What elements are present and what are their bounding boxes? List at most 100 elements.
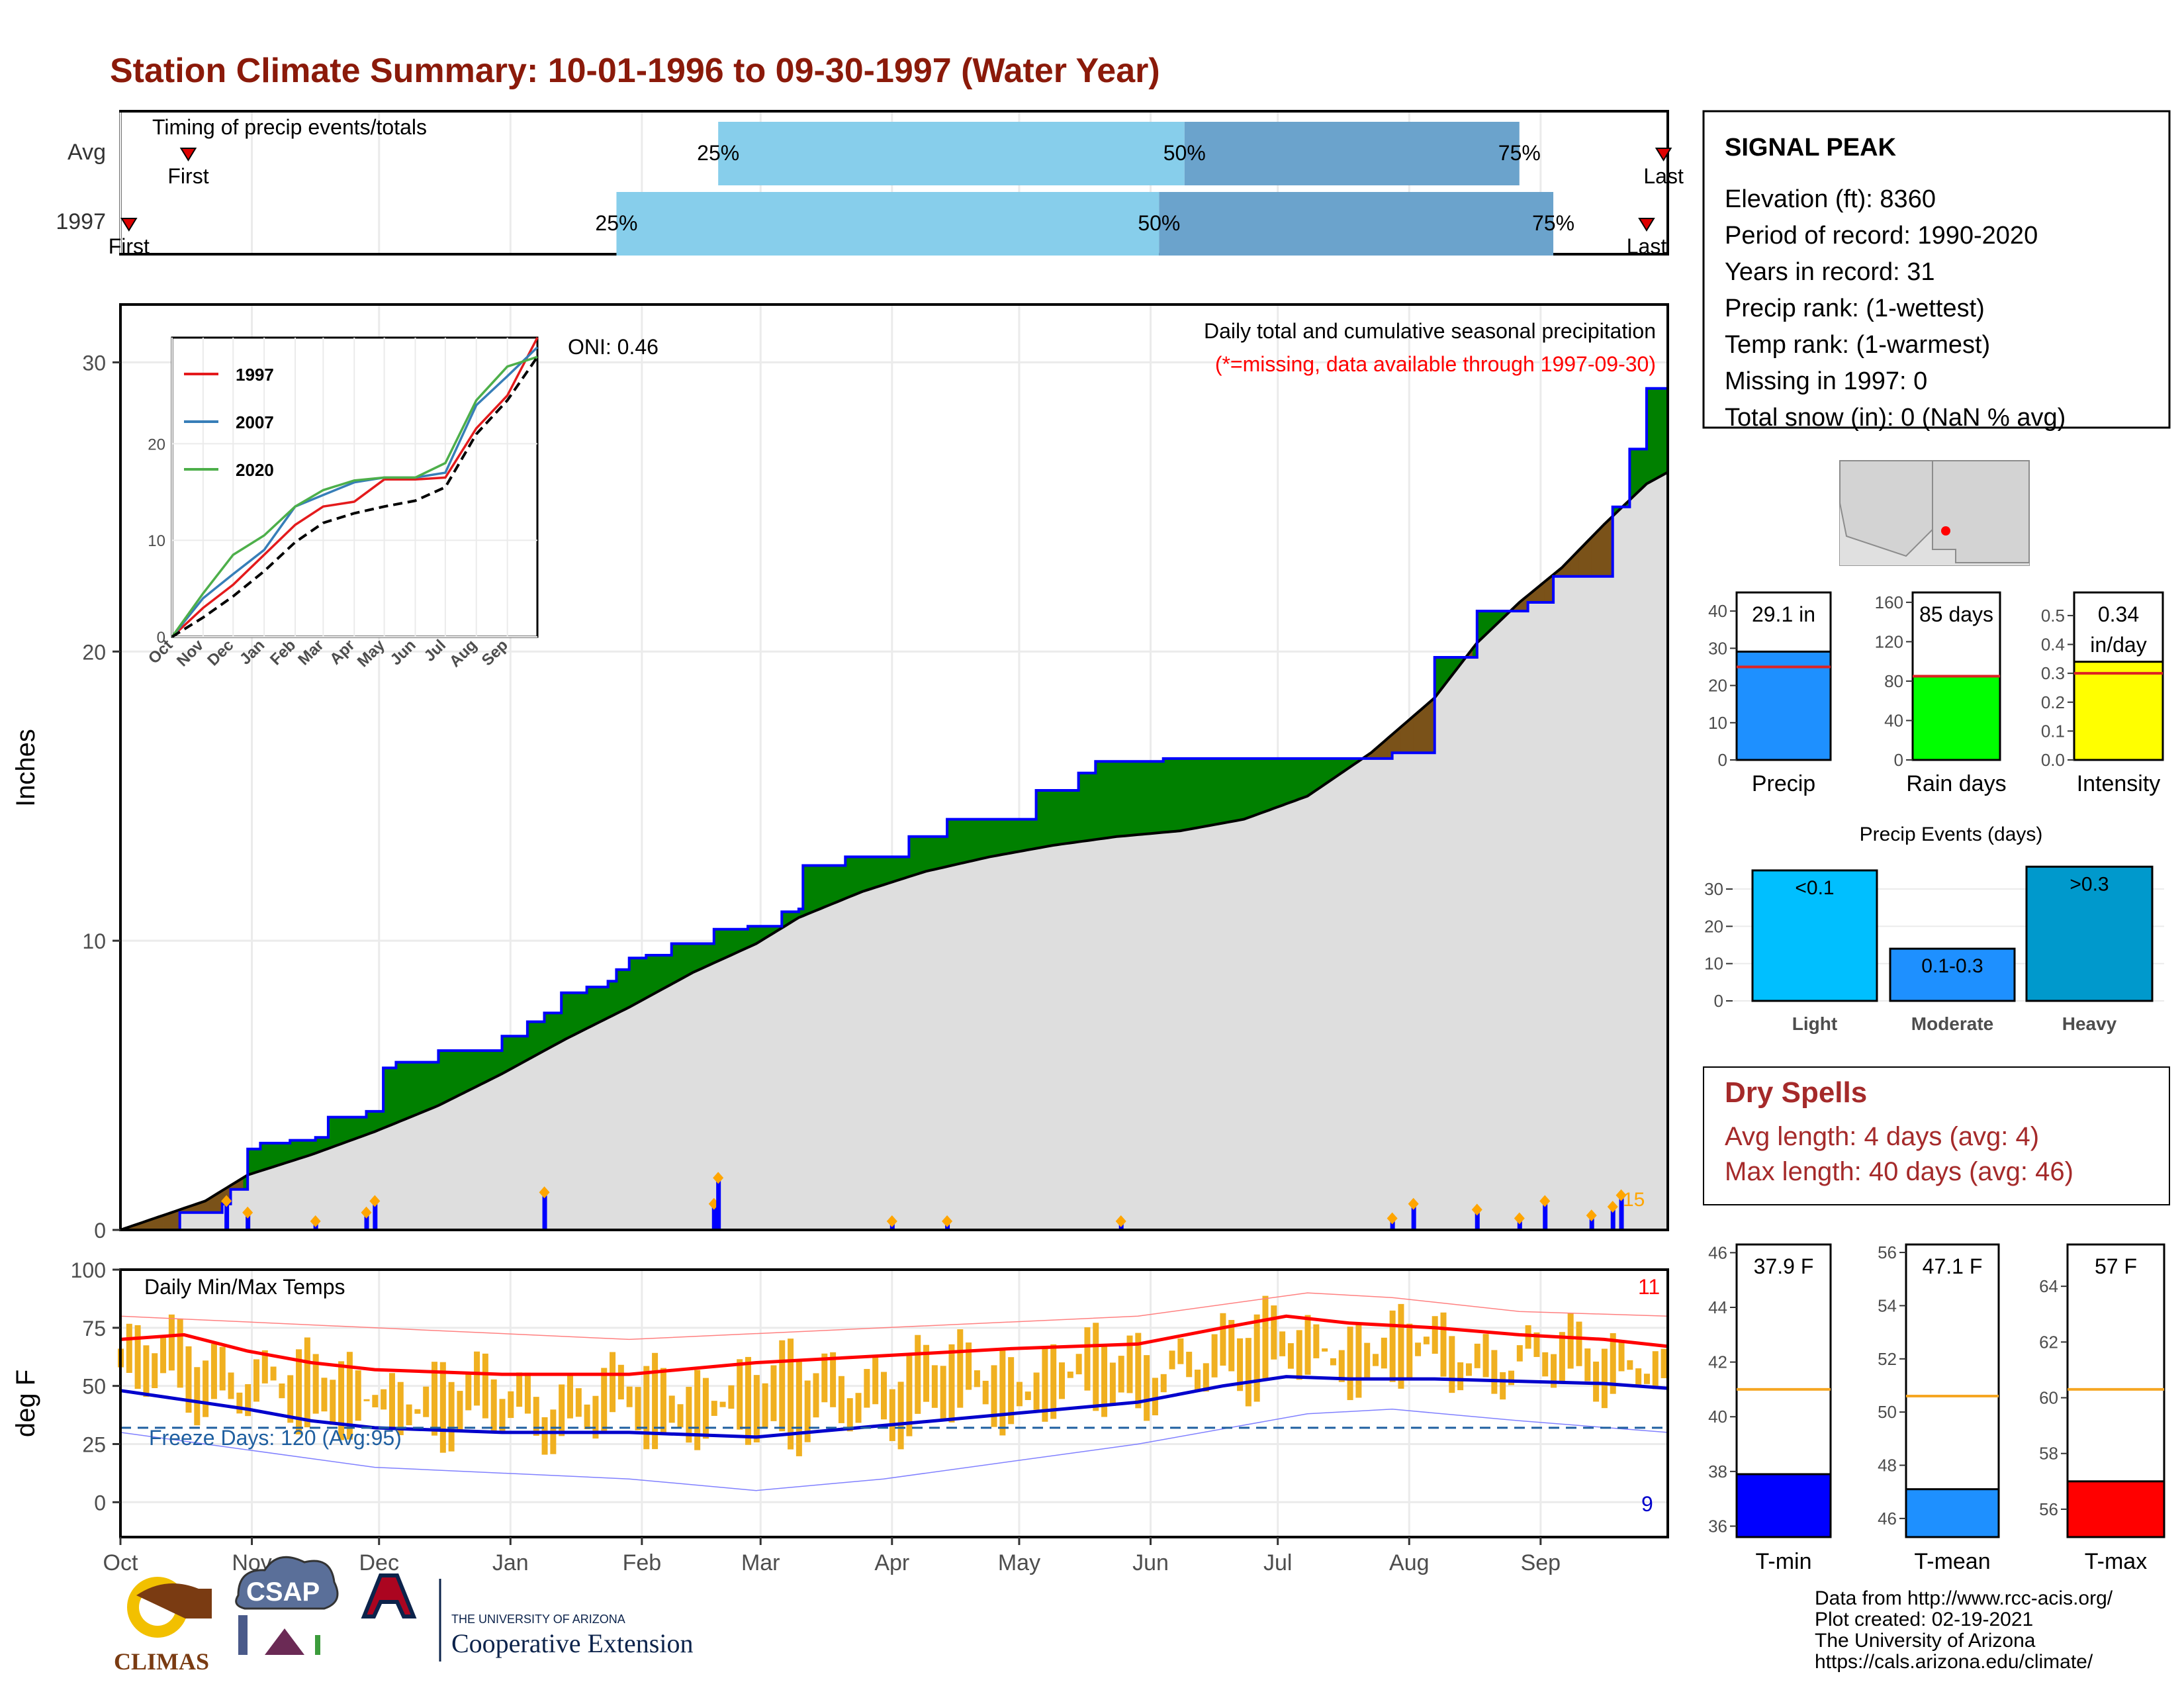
daily-temp-bar: [1024, 1391, 1031, 1400]
month-label: Oct: [103, 1550, 138, 1575]
y-tick-label: 80: [1884, 671, 1903, 691]
daily-temp-bar: [1262, 1295, 1269, 1380]
difference-area: [917, 836, 922, 874]
difference-area: [1290, 758, 1295, 803]
difference-area: [637, 958, 643, 1004]
daily-precip-marker: [1514, 1212, 1525, 1225]
daily-temp-bar: [1610, 1333, 1616, 1394]
y-tick-label: 0.1: [2041, 721, 2065, 741]
timing-bar-q25-q50: [616, 192, 1160, 256]
month-label: May: [998, 1550, 1040, 1575]
dry-spells-box: Dry Spells Avg length: 4 days (avg: 4) M…: [1703, 1066, 2170, 1205]
difference-area: [1044, 790, 1050, 847]
daily-temp-bar: [1059, 1362, 1066, 1399]
difference-area: [874, 857, 880, 888]
timing-marker-last: [1638, 218, 1655, 232]
stat-category-label: Intensity: [2077, 771, 2161, 796]
daily-temp-bar: [1135, 1333, 1142, 1409]
daily-temp-bar: [1652, 1351, 1659, 1389]
daily-temp-bar: [296, 1349, 302, 1434]
month-label: Mar: [741, 1550, 780, 1575]
station-info-box: SIGNAL PEAK Elevation (ft): 8360 Period …: [1702, 110, 2171, 432]
difference-area: [1112, 761, 1117, 838]
difference-area: [837, 865, 842, 903]
difference-area: [705, 943, 710, 967]
difference-area: [1248, 758, 1253, 818]
temp-lines: [120, 1292, 1668, 1491]
daily-temp-bar: [152, 1353, 158, 1389]
month-label: Aug: [1389, 1550, 1430, 1575]
daily-temp-bar: [1330, 1358, 1336, 1366]
y-tick-label: 0.5: [2041, 606, 2065, 626]
daily-temp-bar: [1245, 1338, 1251, 1407]
difference-area: [722, 929, 727, 960]
daily-temp-bar: [516, 1372, 523, 1407]
y-tick-label: 120: [1875, 632, 1903, 651]
difference-area: [1230, 758, 1236, 822]
difference-area: [1087, 773, 1092, 841]
difference-area: [824, 865, 829, 908]
difference-area: [1311, 758, 1316, 794]
y-tick-label: 38: [1708, 1462, 1727, 1481]
timing-label-first: First: [109, 234, 150, 258]
difference-area: [1099, 761, 1105, 839]
difference-area: [1244, 758, 1249, 820]
difference-area: [1269, 758, 1274, 811]
difference-area: [675, 943, 680, 982]
daily-temp-bar: [559, 1384, 565, 1436]
timing-label-first: First: [167, 164, 208, 188]
difference-area: [340, 1117, 345, 1145]
difference-area: [595, 986, 600, 1025]
y-tick-label: 0.0: [2041, 750, 2065, 770]
daily-precip-bar: [1411, 1203, 1416, 1230]
daily-temp-bar: [906, 1353, 913, 1436]
stat-value-label: 57 F: [2095, 1254, 2137, 1278]
y-tick-label: 10: [1704, 954, 1723, 974]
daily-temp-bar: [915, 1335, 921, 1414]
difference-area: [531, 1021, 536, 1058]
difference-area: [688, 943, 693, 976]
y-tick-label: 0.4: [2041, 635, 2065, 655]
difference-area: [1061, 790, 1066, 845]
station-line: Total snow (in): 0 (NaN % avg): [1725, 404, 2066, 432]
daily-temp-bar: [1093, 1323, 1099, 1411]
difference-area: [451, 1050, 456, 1100]
daily-temp-bar: [321, 1378, 328, 1412]
difference-area: [353, 1117, 358, 1140]
daily-temp-bar: [974, 1370, 980, 1387]
daily-temp-bar: [210, 1343, 217, 1399]
daily-temp-bar: [397, 1382, 404, 1436]
daily-temp-bar: [1160, 1374, 1167, 1393]
events-category-label: Heavy: [2062, 1013, 2117, 1034]
daily-temp-bar: [966, 1342, 972, 1390]
difference-area: [1129, 761, 1134, 836]
daily-temp-bar: [1194, 1370, 1201, 1392]
inset-legend: 1997 2007 2020: [184, 365, 274, 480]
difference-area: [1205, 758, 1210, 827]
daily-precip-bar: [542, 1192, 547, 1230]
inset-y-tick-label: 0: [157, 629, 165, 647]
difference-area: [391, 1068, 396, 1125]
difference-area: [370, 1111, 375, 1134]
y-tick-label: 50: [1878, 1402, 1897, 1422]
difference-area: [425, 1062, 430, 1111]
daily-temp-bar: [1508, 1370, 1514, 1385]
inset-lines: [171, 337, 539, 638]
difference-area: [887, 857, 893, 884]
difference-area: [1184, 758, 1189, 831]
daily-temp-bar: [1067, 1371, 1073, 1378]
difference-area: [1201, 758, 1206, 827]
difference-area: [1659, 388, 1664, 477]
daily-temp-bar: [999, 1348, 1006, 1436]
y-tick-label: 0: [94, 1219, 106, 1243]
difference-area: [1073, 790, 1079, 843]
min-count-label: 9: [1641, 1492, 1653, 1516]
daily-temp-bar: [694, 1370, 701, 1450]
month-label: Jul: [1263, 1550, 1292, 1575]
daily-temp-bar: [1152, 1378, 1158, 1416]
daily-temp-bar: [1643, 1374, 1650, 1384]
daily-temp-bar: [821, 1353, 828, 1403]
daily-precip-marker: [1387, 1212, 1398, 1225]
difference-area: [1302, 758, 1308, 798]
difference-area: [862, 857, 867, 892]
